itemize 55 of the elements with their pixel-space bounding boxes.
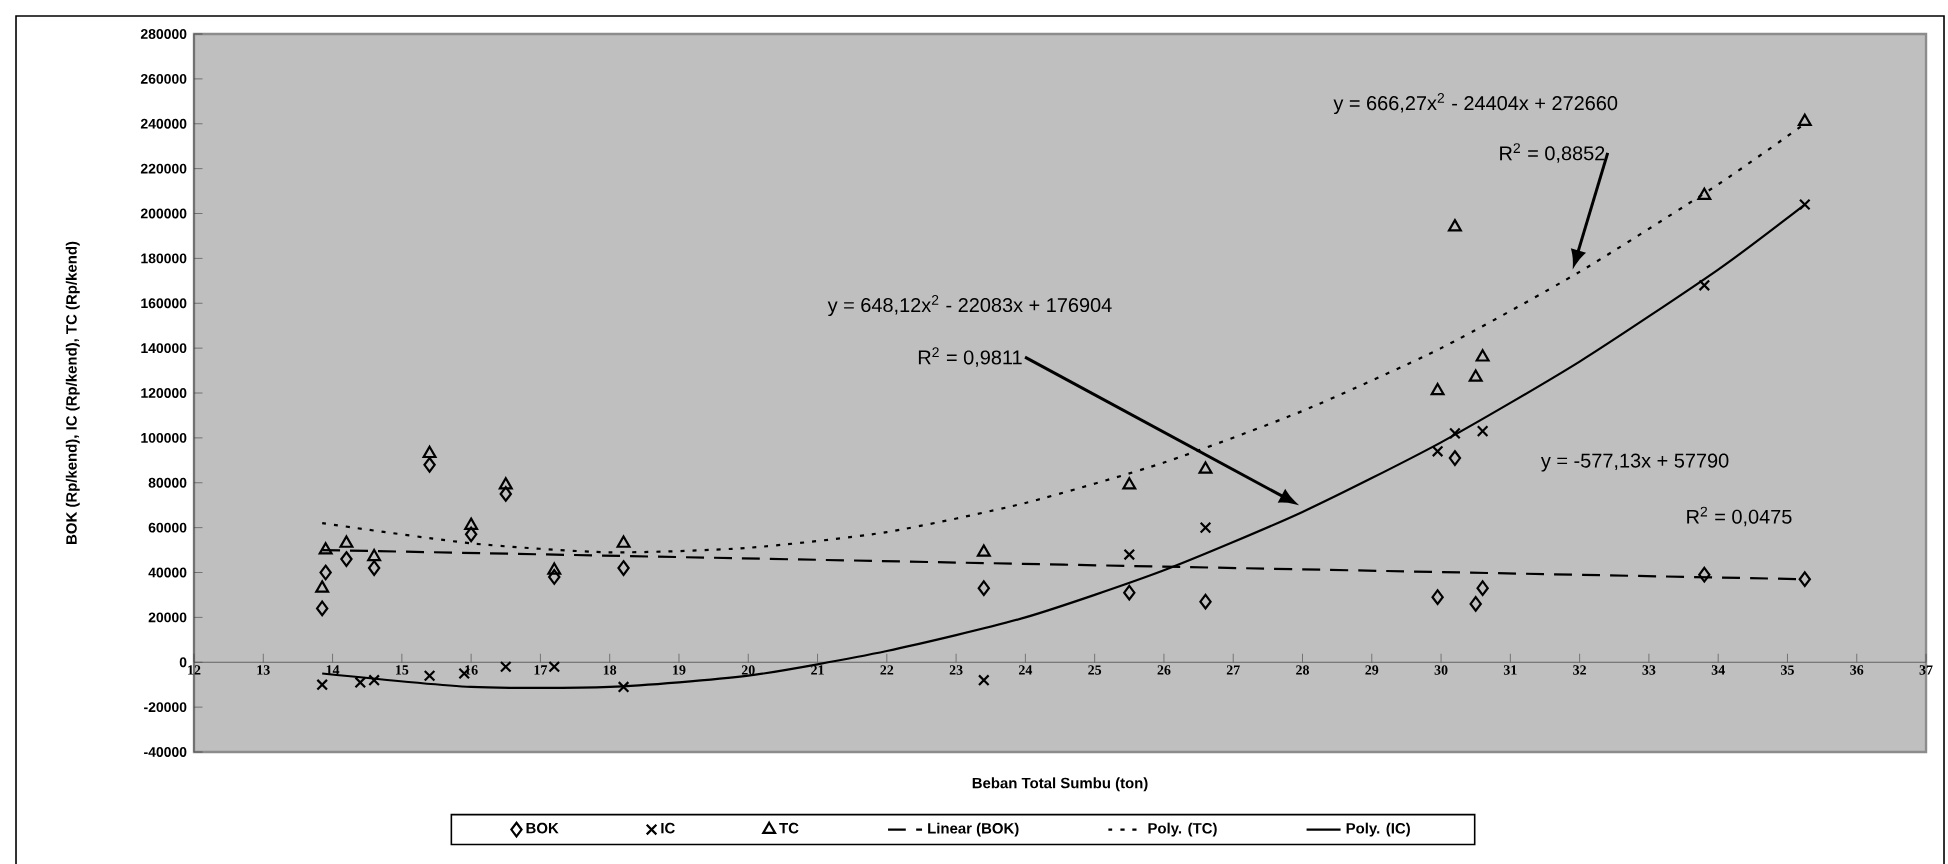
point: [976, 544, 991, 557]
point: [499, 660, 512, 673]
point: [1431, 445, 1444, 458]
point: [318, 542, 333, 555]
point: [1798, 571, 1811, 588]
point: [547, 562, 562, 575]
annotation: R$^{2}$ = 0,0475: [1687, 506, 1792, 527]
point: [1798, 198, 1811, 211]
annotation: y = 666,27x$^{2}$ - 24404x + 272660: [1333, 93, 1618, 115]
point: [977, 580, 991, 597]
point: [422, 445, 437, 459]
point: [1476, 425, 1489, 438]
point: [367, 560, 381, 576]
point: [1698, 279, 1711, 292]
point: [423, 456, 436, 473]
annotation: R$^{2}$ = 0,8852: [1500, 143, 1605, 163]
point: [499, 486, 512, 502]
point: [340, 551, 353, 567]
point: [464, 517, 479, 530]
point: [316, 678, 329, 691]
point: [1469, 596, 1482, 612]
point: [319, 564, 332, 581]
point: [339, 535, 354, 548]
point: [617, 681, 630, 693]
annotation: R$^{2}$ = 0,9811: [918, 347, 1022, 367]
point: [1476, 580, 1489, 597]
point: [315, 580, 330, 593]
point: [1797, 113, 1812, 127]
point: [616, 535, 631, 548]
point: [1199, 521, 1212, 534]
point: [315, 600, 329, 617]
point: [1430, 382, 1445, 396]
annotation: y = -577,13x + 57790: [1540, 453, 1729, 472]
point: [1123, 548, 1136, 561]
point: [1468, 369, 1483, 382]
point: [1198, 461, 1213, 474]
point: [1475, 349, 1490, 362]
point: [617, 560, 630, 576]
point: [423, 669, 436, 682]
point: [1449, 427, 1461, 440]
point: [548, 569, 561, 585]
point: [1698, 566, 1711, 583]
point: [1431, 589, 1444, 606]
point: [367, 548, 382, 562]
point: [1448, 450, 1462, 466]
point: [1199, 593, 1212, 610]
annotation: y = 648,12x$^{2}$ - 22083x + 176904: [827, 294, 1112, 317]
point: [1123, 584, 1136, 601]
point: [977, 674, 990, 687]
point: [464, 526, 478, 543]
point: [1122, 477, 1137, 490]
point: [548, 660, 561, 673]
point: [1697, 187, 1712, 201]
point: [1447, 219, 1462, 232]
point: [498, 477, 513, 490]
